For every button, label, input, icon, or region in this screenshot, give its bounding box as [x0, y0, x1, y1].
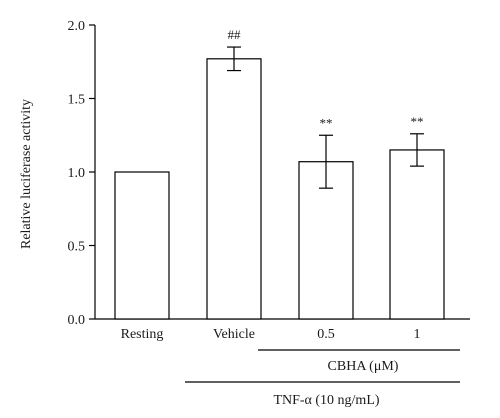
group-label: CBHA (μM): [328, 359, 399, 374]
group-label: TNF-α (10 ng/mL): [273, 393, 379, 408]
bar: [114, 171, 170, 320]
x-tick-label: Vehicle: [213, 327, 255, 342]
x-tick-label: 0.5: [317, 327, 335, 342]
y-tick-label: 0.0: [68, 313, 86, 328]
group-brackets: CBHA (μM) TNF-α (10 ng/mL): [185, 349, 460, 408]
significance-label: **: [411, 114, 424, 129]
y-tick-label: 1.0: [68, 166, 86, 181]
significance-label: ##: [228, 27, 242, 42]
x-tick-label: Resting: [121, 327, 164, 342]
significance-label: **: [320, 115, 333, 130]
y-tick-label: 2.0: [68, 19, 86, 34]
y-tick-label: 1.5: [68, 93, 86, 108]
bar: [389, 149, 445, 320]
x-tick-label: 1: [414, 327, 421, 342]
y-axis-label: Relative luciferase activity: [19, 99, 34, 249]
y-tick-label: 0.5: [68, 240, 86, 255]
bars: Resting ## Vehicle ** 0.5 ** 1: [114, 27, 445, 342]
bar: [206, 58, 262, 320]
